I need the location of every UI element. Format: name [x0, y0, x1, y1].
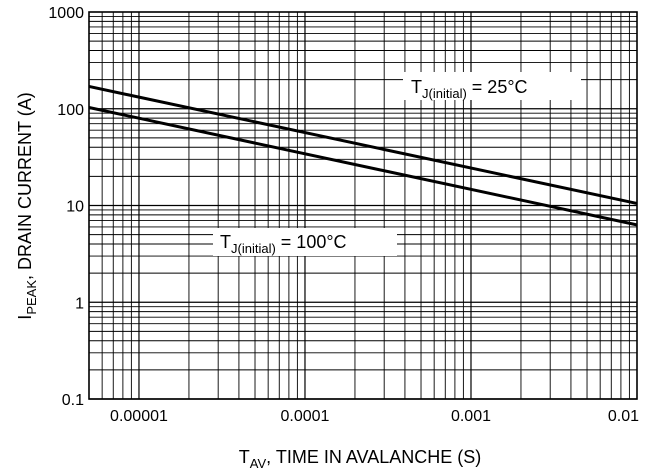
annotation-100c: TJ(initial) = 100°C: [220, 232, 347, 256]
x-tick-label: 0.001: [451, 408, 491, 425]
grid: [88, 12, 637, 400]
series-lines: [88, 84, 638, 227]
annotation-25c-background: [403, 72, 581, 100]
y-axis-title: IPEAK, DRAIN CURRENT (A): [15, 92, 39, 319]
x-tick-label: 0.0001: [281, 408, 330, 425]
y-tick-label: 10: [66, 199, 84, 216]
annotation-100c-background: [213, 228, 397, 256]
y-tick-label: 1: [75, 295, 84, 312]
x-axis-title: TAV, TIME IN AVALANCHE (S): [239, 447, 481, 469]
y-tick-label: 100: [57, 102, 84, 119]
annotation-25c: TJ(initial) = 25°C: [411, 77, 528, 101]
y-tick-label: 1000: [48, 5, 84, 22]
tick-labels: 0.00001 0.0001 0.001 0.01 0.1 1 10 100 1000: [48, 5, 639, 425]
series-line-25c: [88, 84, 638, 205]
plot-frame: [88, 11, 638, 400]
x-tick-label: 0.00001: [110, 408, 168, 425]
series-line-100c: [88, 106, 638, 227]
y-tick-label: 0.1: [62, 392, 84, 409]
x-tick-label: 0.01: [608, 408, 639, 425]
